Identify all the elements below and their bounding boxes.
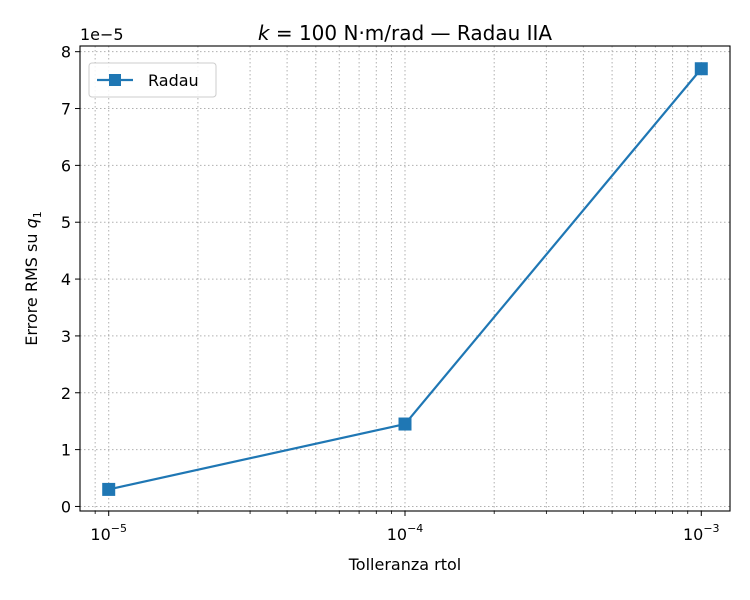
x-tick-label-exponent: −5 <box>111 522 127 535</box>
y-tick-label: 4 <box>61 270 71 289</box>
data-point <box>102 482 116 496</box>
x-tick-label: 10−4 <box>387 522 424 544</box>
y-axis-label: Errore RMS su q1 <box>22 211 44 345</box>
y-tick-label: 0 <box>61 497 71 516</box>
y-tick-label: 2 <box>61 384 71 403</box>
data-point <box>398 417 412 431</box>
legend-box <box>88 62 217 98</box>
y-tick-label: 3 <box>61 327 71 346</box>
title-variable: k <box>258 21 271 45</box>
y-axis-label-var: q <box>22 218 41 228</box>
y-axis-label-sub: 1 <box>31 211 44 218</box>
y-tick-label: 7 <box>61 100 71 119</box>
x-tick-label-base: 10 <box>90 525 110 544</box>
chart-title: k = 100 N·m/rad — Radau IIA <box>258 21 553 45</box>
title-text: = 100 N·m/rad — Radau IIA <box>269 21 552 45</box>
y-tick-label: 5 <box>61 213 71 232</box>
grid <box>80 46 730 511</box>
x-tick-label: 10−5 <box>90 522 127 544</box>
x-tick-label-base: 10 <box>683 525 703 544</box>
x-tick-label-exponent: −3 <box>703 522 719 535</box>
x-axis-label: Tolleranza rtol <box>348 555 461 574</box>
legend: Radau <box>88 62 217 98</box>
y-tick-label: 6 <box>61 156 71 175</box>
data-point <box>694 62 708 76</box>
series-layer <box>102 62 708 496</box>
y-axis-label-text: Errore RMS su <box>22 228 41 345</box>
y-tick-label: 8 <box>61 43 71 62</box>
x-tick-label: 10−3 <box>683 522 720 544</box>
y-tick-label: 1 <box>61 441 71 460</box>
legend-marker-radau <box>109 74 121 86</box>
y-offset-label: 1e−5 <box>80 25 124 44</box>
x-tick-label-exponent: −4 <box>407 522 423 535</box>
legend-label-radau: Radau <box>148 71 199 90</box>
x-tick-label-base: 10 <box>387 525 407 544</box>
